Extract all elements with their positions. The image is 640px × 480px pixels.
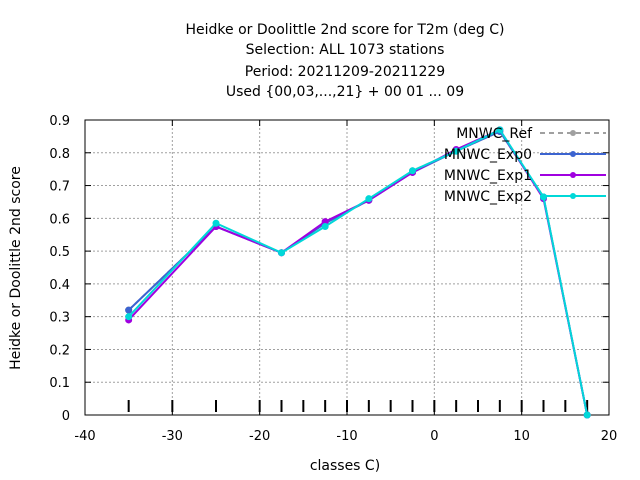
data-point	[496, 126, 504, 134]
x-axis-label: classes C)	[310, 458, 380, 474]
data-point	[125, 306, 133, 314]
grid	[85, 120, 609, 415]
data-point	[540, 193, 547, 201]
y-axis-label: Heidke or Doolittle 2nd score	[8, 166, 24, 370]
data-point	[409, 167, 416, 175]
data-point	[321, 223, 329, 231]
x-tick-label: 0	[430, 429, 438, 444]
data-point	[212, 219, 220, 227]
y-tick-label: 0.1	[49, 376, 70, 391]
y-tick-label: 0	[62, 409, 70, 424]
data-point	[583, 411, 591, 419]
y-tick-label: 0.6	[49, 212, 70, 227]
y-tick-label: 0.8	[49, 147, 70, 162]
title-line-3: Period: 20211209-20211229	[245, 64, 445, 80]
x-tick-label: -30	[162, 429, 183, 444]
legend-label: MNWC_Exp1	[444, 168, 532, 184]
y-tick-label: 0.3	[49, 311, 70, 326]
y-tick-label: 0.4	[49, 278, 70, 293]
y-tick-label: 0.9	[49, 114, 70, 129]
title-line-1: Heidke or Doolittle 2nd score for T2m (d…	[186, 22, 505, 38]
x-tick-label: -40	[74, 429, 95, 444]
class-markers	[127, 400, 589, 412]
legend-label: MNWC_Exp2	[444, 189, 532, 205]
legend-label: MNWC_Ref	[456, 126, 533, 142]
title-line-2: Selection: ALL 1073 stations	[246, 42, 445, 58]
data-point	[125, 313, 133, 321]
y-tick-label: 0.5	[49, 245, 70, 260]
y-axis-ticks: 0 0.1 0.2 0.3 0.4 0.5 0.6 0.7 0.8 0.9	[49, 114, 609, 424]
title-line-4: Used {00,03,...,21} + 00 01 ... 09	[226, 84, 464, 100]
legend-marker	[570, 151, 576, 157]
legend-marker	[570, 130, 576, 136]
legend: MNWC_Ref MNWC_Exp0 MNWC_Exp1 MNWC_Exp2	[444, 126, 606, 205]
x-tick-label: 10	[513, 429, 530, 444]
legend-label: MNWC_Exp0	[444, 147, 532, 163]
data-point	[452, 147, 460, 155]
data-point	[278, 249, 285, 257]
y-tick-label: 0.7	[49, 180, 70, 195]
legend-marker	[570, 172, 576, 178]
x-tick-label: -20	[249, 429, 270, 444]
x-axis-ticks: -40 -30 -20 -10 0 10 20	[74, 120, 617, 444]
y-tick-label: 0.2	[49, 343, 70, 358]
chart-title: Heidke or Doolittle 2nd score for T2m (d…	[186, 22, 505, 100]
x-tick-label: -10	[336, 429, 357, 444]
legend-marker	[570, 193, 576, 199]
data-point	[365, 195, 373, 203]
series-line	[127, 128, 589, 416]
series-lines	[125, 126, 591, 419]
series-MNWC_Exp2	[125, 126, 591, 419]
x-tick-label: 20	[601, 429, 618, 444]
